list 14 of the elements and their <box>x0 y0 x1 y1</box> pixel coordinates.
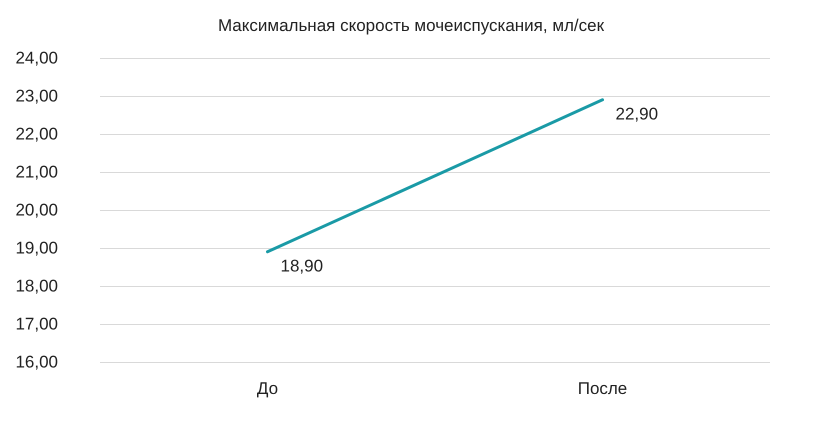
y-tick-label: 24,00 <box>15 48 58 68</box>
x-tick-label: После <box>578 379 628 398</box>
chart-title: Максимальная скорость мочеиспускания, мл/сек <box>218 16 605 35</box>
y-tick-label: 21,00 <box>15 162 58 182</box>
y-tick-label: 20,00 <box>15 200 58 220</box>
data-label: 22,90 <box>616 104 658 124</box>
y-tick-label: 19,00 <box>15 238 58 258</box>
y-tick-label: 22,00 <box>15 124 58 144</box>
data-label: 18,90 <box>280 256 324 276</box>
y-tick-label: 17,00 <box>15 314 58 334</box>
y-tick-label: 23,00 <box>15 86 58 106</box>
y-tick-label: 18,00 <box>15 276 58 296</box>
y-tick-label: 16,00 <box>15 352 58 372</box>
x-tick-label: До <box>256 379 278 398</box>
